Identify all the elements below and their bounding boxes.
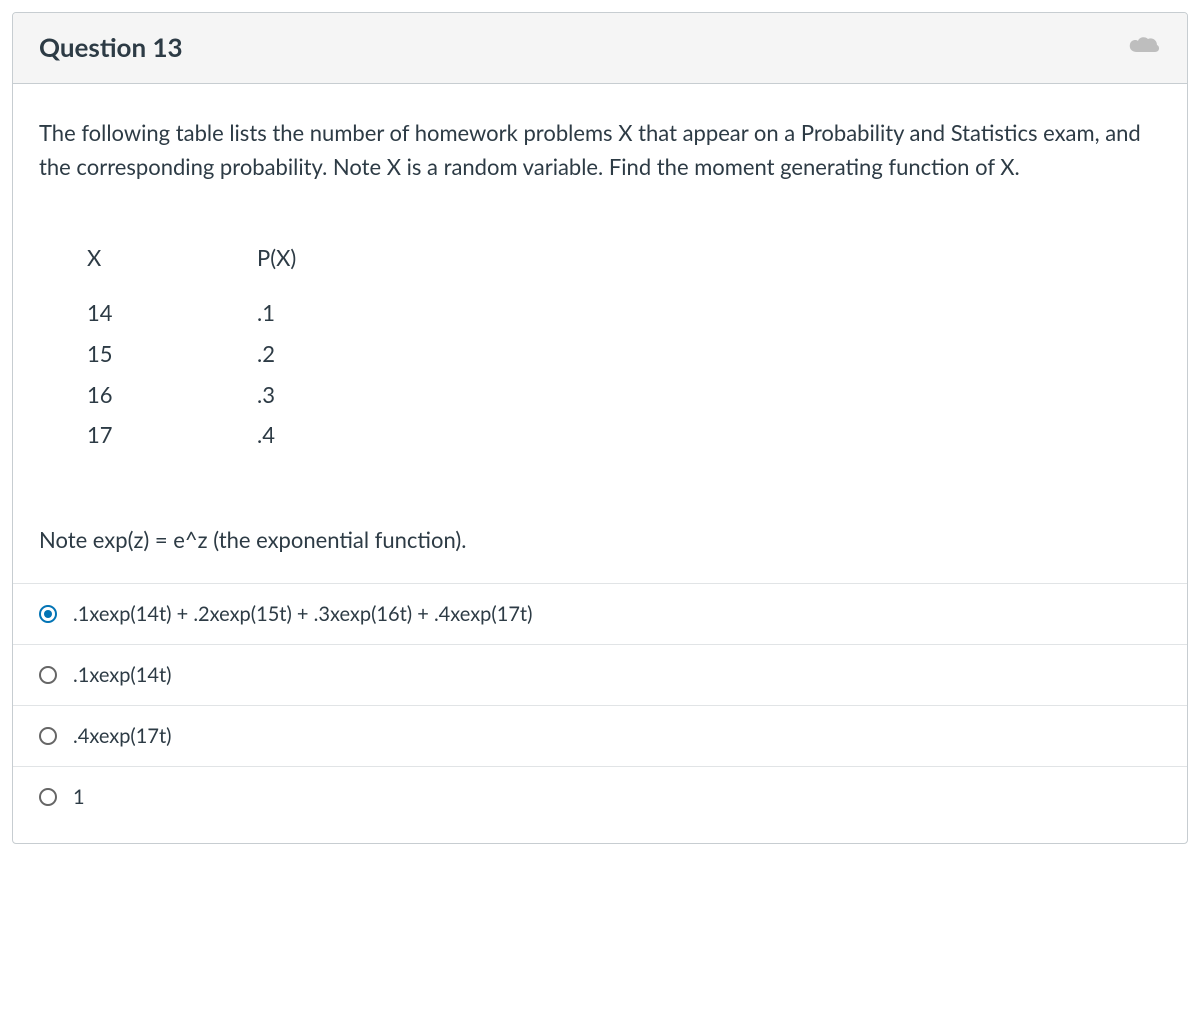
question-body: The following table lists the number of …	[13, 84, 1187, 843]
table-row: 15 .2	[87, 334, 1161, 375]
table-row: 14 .1	[87, 293, 1161, 334]
table-cell: 17	[87, 415, 257, 456]
answer-option[interactable]: .4xexp(17t)	[13, 706, 1187, 767]
table-col-header-px: P(X)	[257, 244, 377, 271]
table-cell: 14	[87, 293, 257, 334]
probability-table: X P(X) 14 .1 15 .2 16 .3 17 .4	[87, 244, 1161, 456]
table-cell: .1	[257, 293, 377, 334]
cloud-icon	[1127, 34, 1161, 61]
table-cell: 15	[87, 334, 257, 375]
option-label: 1	[73, 785, 85, 809]
answer-option[interactable]: .1xexp(14t)	[13, 645, 1187, 706]
answer-option[interactable]: 1	[13, 767, 1187, 823]
table-cell: .3	[257, 375, 377, 416]
table-row: 16 .3	[87, 375, 1161, 416]
radio-icon	[39, 788, 57, 806]
table-col-header-x: X	[87, 244, 257, 271]
note-text: Note exp(z) = e^z (the exponential funct…	[39, 526, 1161, 553]
table-cell: .2	[257, 334, 377, 375]
question-title: Question 13	[39, 31, 183, 63]
question-prompt: The following table lists the number of …	[39, 116, 1161, 184]
table-cell: .4	[257, 415, 377, 456]
table-header-row: X P(X)	[87, 244, 1161, 271]
radio-icon	[39, 727, 57, 745]
table-row: 17 .4	[87, 415, 1161, 456]
radio-icon	[39, 666, 57, 684]
option-label: .1xexp(14t) + .2xexp(15t) + .3xexp(16t) …	[73, 602, 532, 626]
question-card: Question 13 The following table lists th…	[12, 12, 1188, 844]
option-label: .4xexp(17t)	[73, 724, 171, 748]
answer-option[interactable]: .1xexp(14t) + .2xexp(15t) + .3xexp(16t) …	[13, 584, 1187, 645]
question-header: Question 13	[13, 13, 1187, 84]
radio-icon	[39, 605, 57, 623]
answer-options: .1xexp(14t) + .2xexp(15t) + .3xexp(16t) …	[13, 583, 1187, 823]
option-label: .1xexp(14t)	[73, 663, 171, 687]
table-cell: 16	[87, 375, 257, 416]
